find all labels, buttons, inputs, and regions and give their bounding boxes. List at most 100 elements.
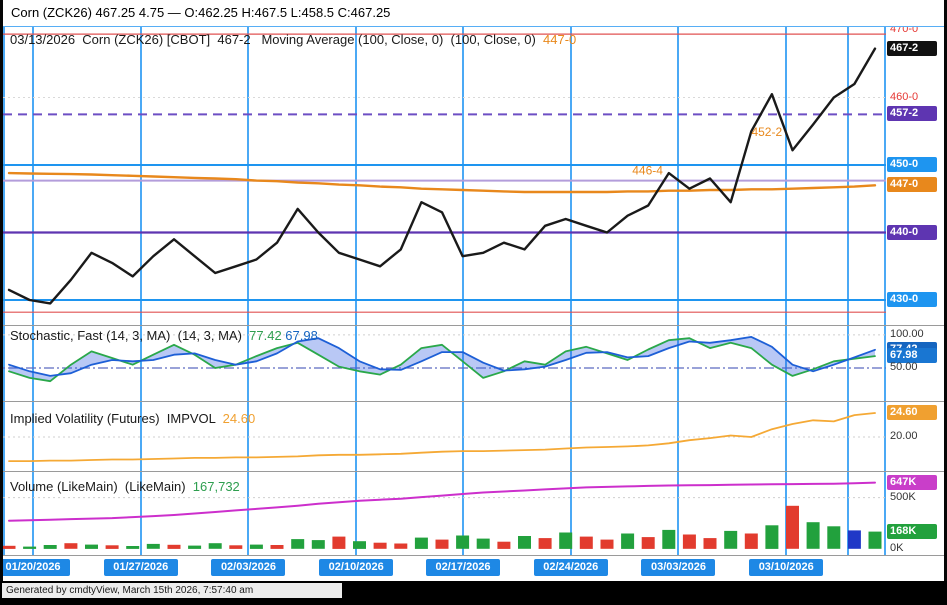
volume-bar <box>497 541 511 549</box>
footer-bar: Generated by cmdtyView, March 15th 2026,… <box>0 581 947 605</box>
legend-text: 24.60 <box>222 411 256 426</box>
legend-text: 03/13/2026 Corn (ZCK26) [CBOT] 467-2 Mov… <box>10 32 544 47</box>
open_interest-line <box>8 481 876 522</box>
volume-bar <box>786 505 799 549</box>
volume-bar <box>847 530 861 549</box>
volume-bar <box>868 531 882 549</box>
stochastic-fill <box>9 336 875 382</box>
panel-separator-vol-dates <box>3 555 944 556</box>
volume-bar <box>105 545 119 549</box>
volume-bar <box>435 539 449 549</box>
legend-text: Stochastic, Fast (14, 3, MA) (14, 3, MA) <box>10 328 250 343</box>
volume-bar <box>765 525 779 549</box>
vol-axis-label: 168K <box>887 523 937 539</box>
volume-bar <box>23 546 37 549</box>
date-axis-label: 02/24/2026 <box>533 559 608 576</box>
volume-bar <box>332 536 346 549</box>
panel-separator-stoch-iv <box>3 401 944 402</box>
date-axis-label: 03/10/2026 <box>749 559 824 576</box>
price-axis-label: 470-0 <box>890 27 919 35</box>
quote-header: Corn (ZCK26) 467.25 4.75 — O:462.25 H:46… <box>3 0 944 26</box>
volume-bar <box>373 542 387 549</box>
vertical-gridline <box>462 27 465 555</box>
date-axis-label: 02/10/2026 <box>319 559 394 576</box>
vol-axis-label: 0K <box>890 541 904 554</box>
volume-bar <box>146 543 160 549</box>
price-axis-label: 430-0 <box>887 292 937 307</box>
volume-bar <box>600 539 614 549</box>
volume-bar <box>43 545 57 549</box>
price-legend: 03/13/2026 Corn (ZCK26) [CBOT] 467-2 Mov… <box>10 32 576 47</box>
volume-bar <box>188 545 202 549</box>
date-axis-label: 02/17/2026 <box>426 559 501 576</box>
vertical-gridline <box>677 27 680 555</box>
legend-text: 77.42 <box>249 328 286 343</box>
pctK-line <box>8 337 876 383</box>
volume-bar <box>456 535 470 549</box>
price-axis-label: 467-2 <box>887 40 937 56</box>
date-axis-label: 02/03/2026 <box>211 559 286 576</box>
volume-bar <box>126 546 140 549</box>
volume-bar <box>703 538 717 549</box>
volume-bar <box>538 538 552 549</box>
date-axis-label: 03/03/2026 <box>641 559 716 576</box>
vol-axis-label: 647K <box>887 474 937 490</box>
vertical-gridline <box>847 27 850 555</box>
price-axis-label: 447-0 <box>887 177 937 193</box>
vertical-gridline <box>32 27 35 555</box>
stoch-legend: Stochastic, Fast (14, 3, MA) (14, 3, MA)… <box>10 328 318 343</box>
chart-plot-area[interactable]: 446-4 452-2 03/13/2026 Corn (ZCK26) [CBOT]… <box>3 27 886 555</box>
date-axis-label: 01/27/2026 <box>103 559 178 576</box>
volume-bar <box>291 539 305 549</box>
stoch-axis-label: 100.00 <box>890 327 924 340</box>
vol-axis-label: 500K <box>890 490 916 503</box>
close-line <box>7 47 877 305</box>
volume-bar <box>3 545 16 549</box>
volume-bar <box>270 545 284 549</box>
price-axis-label: 460-0 <box>890 90 919 103</box>
volume-bar <box>559 532 573 549</box>
legend-text: Volume (LikeMain) (LikeMain) <box>10 479 193 494</box>
stoch-chart-canvas[interactable] <box>3 325 886 401</box>
volume-bar <box>394 543 408 549</box>
volume-bar <box>414 537 428 549</box>
volume-bar <box>64 543 78 549</box>
stoch-axis-label: 50.00 <box>890 361 918 373</box>
volume-bar <box>208 543 222 549</box>
volume-bar <box>249 544 263 549</box>
price-chart-canvas[interactable]: 446-4 452-2 <box>3 27 886 325</box>
volume-bar <box>682 534 696 549</box>
impvol-line <box>8 412 876 462</box>
volume-bar <box>827 526 841 549</box>
panel-separator-price-stoch <box>3 325 944 326</box>
volume-bar <box>744 533 758 549</box>
plot-frame-line <box>3 27 5 555</box>
volume-bar <box>806 522 820 549</box>
chart-annotation: 452-2 <box>751 125 782 139</box>
vol-legend: Volume (LikeMain) (LikeMain) 167,732 <box>10 479 240 494</box>
stoch-axis-label: 67.98 <box>887 348 937 364</box>
date-axis-label: 01/20/2026 <box>3 559 71 576</box>
iv-chart-canvas[interactable] <box>3 401 886 471</box>
price-axis-label: 450-0 <box>887 157 937 172</box>
ma100-line <box>7 171 877 194</box>
panel-separator-iv-vol <box>3 471 944 472</box>
volume-bar <box>621 533 635 549</box>
volume-bar <box>311 540 325 549</box>
pctD-line <box>8 335 876 377</box>
price-axis-column: 470-0 467-2 460-0 457-2 450-0 447-0 440-0 430-0… <box>886 27 944 581</box>
volume-bar <box>85 544 98 549</box>
generated-by-text: Generated by cmdtyView, March 15th 2026,… <box>2 583 342 598</box>
panel-separator-top <box>3 26 944 27</box>
volume-bar <box>641 537 655 549</box>
legend-text: Implied Volatility (Futures) IMPVOL <box>10 411 223 426</box>
volume-bar <box>353 541 366 549</box>
vertical-gridline <box>355 27 358 555</box>
price-axis-label: 457-2 <box>887 106 937 122</box>
price-axis-label: 440-0 <box>887 224 937 240</box>
iv-legend: Implied Volatility (Futures) IMPVOL 24.6… <box>10 411 255 426</box>
iv-axis-label: 20.00 <box>890 430 918 442</box>
volume-bar <box>229 545 243 549</box>
vol-chart-canvas[interactable] <box>3 471 886 555</box>
